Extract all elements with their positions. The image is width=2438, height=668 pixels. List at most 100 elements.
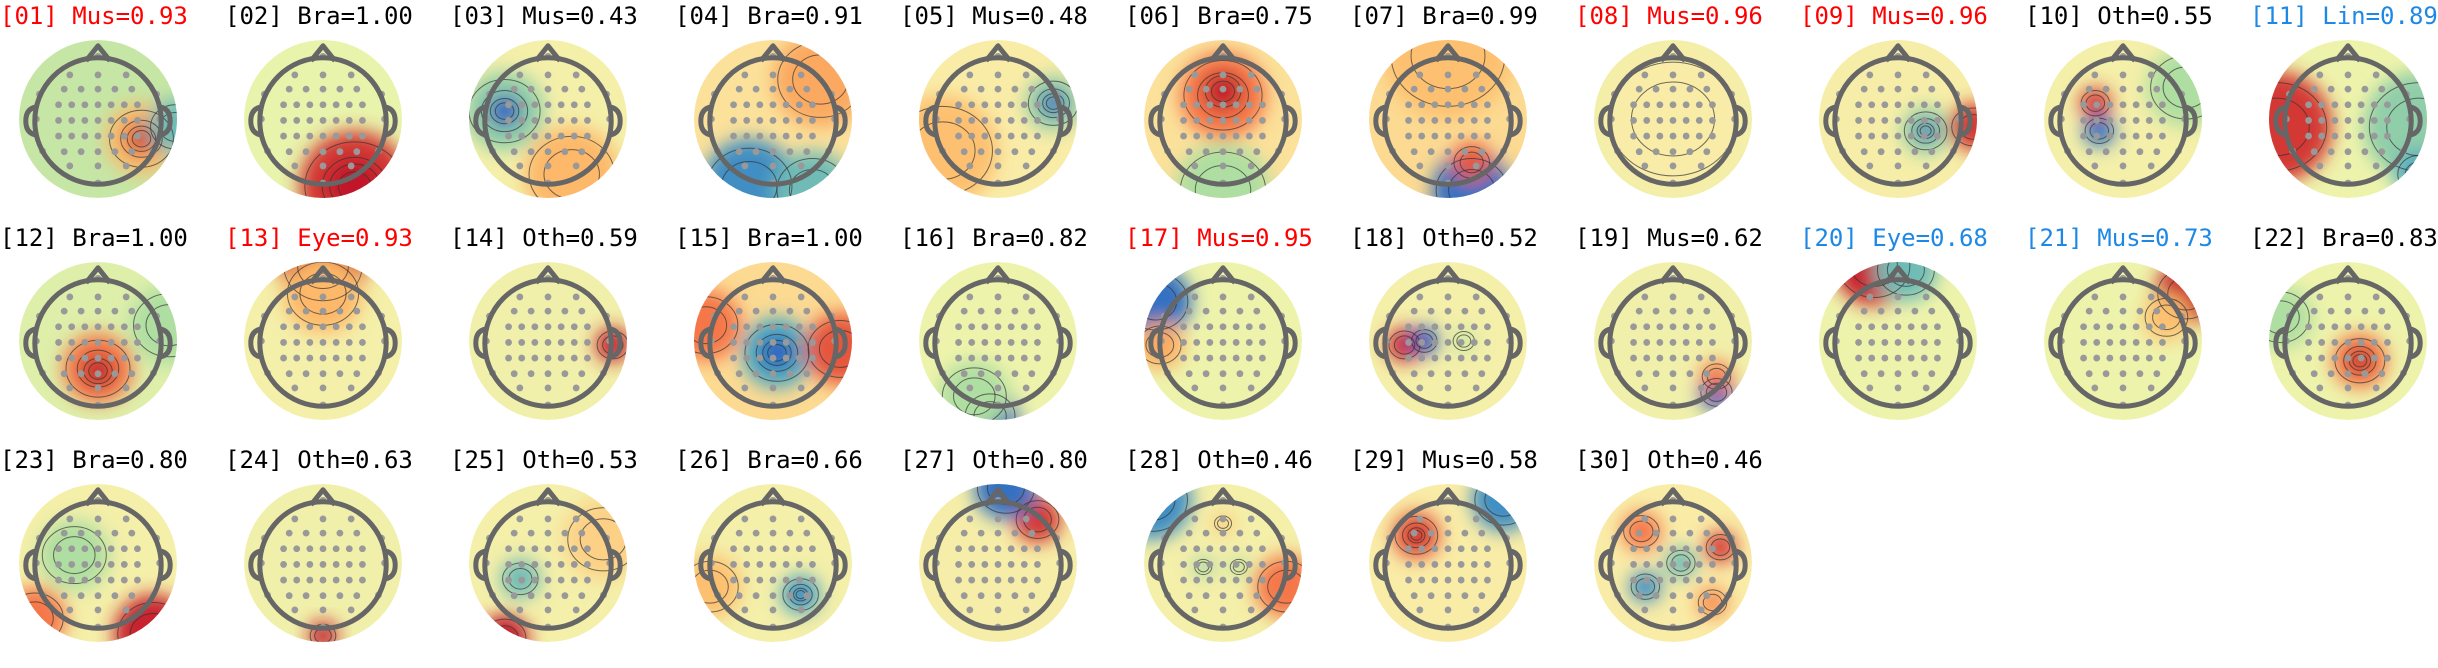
sensor-dot <box>1470 101 1478 109</box>
sensor-dot <box>2132 132 2140 140</box>
sensor-dot <box>1444 545 1452 553</box>
sensor-dot <box>786 85 794 93</box>
component-topomap: [22] Bra=0.83 <box>2250 224 2438 446</box>
sensor-dot <box>1877 307 1885 315</box>
sensor-dot <box>1709 132 1716 140</box>
topomap-blob <box>694 555 742 619</box>
sensor-dot <box>55 323 62 331</box>
sensor-dot <box>769 354 777 362</box>
sensor-dot <box>1709 576 1716 584</box>
sensor-dot <box>756 576 764 584</box>
sensor-dot <box>966 162 974 170</box>
contour-line <box>489 97 520 125</box>
sensor-dot <box>1193 323 1201 331</box>
contour-line <box>807 319 852 378</box>
sensor-dot <box>1247 384 1255 392</box>
sensor-dot <box>1034 101 1041 109</box>
sensor-dot <box>66 606 74 614</box>
sensor-dot <box>1928 148 1936 156</box>
sensor-dot <box>55 101 62 109</box>
sensor-dot <box>544 117 552 124</box>
sensor-dot <box>1643 545 1651 553</box>
sensor-dot <box>1247 515 1255 523</box>
right-ear-outline <box>1959 326 1973 360</box>
sensor-dot <box>1444 162 1452 170</box>
sensor-dot <box>743 339 751 346</box>
sensor-dot <box>1472 293 1480 301</box>
sensor-dot <box>1431 561 1439 568</box>
sensor-dot <box>2384 132 2391 140</box>
sensor-dot <box>994 162 1002 170</box>
sensor-dot <box>1416 293 1424 301</box>
sensor-dot <box>994 384 1002 392</box>
sensor-dot <box>1245 576 1253 584</box>
topomap-blob <box>1229 557 1249 577</box>
sensor-dot <box>291 293 299 301</box>
sensor-dot <box>1444 117 1452 124</box>
sensor-dot <box>968 545 976 553</box>
sensor-dot <box>332 132 340 140</box>
sensor-dot <box>1444 515 1452 523</box>
sensor-dot <box>557 561 565 568</box>
sensor-dot <box>735 592 743 600</box>
sensor-dot <box>968 561 976 568</box>
sensor-dot <box>1206 117 1214 124</box>
sensor-dot <box>1007 101 1015 109</box>
sensor-dot <box>1669 529 1677 537</box>
contour-line <box>1407 527 1426 544</box>
topomap-blob <box>1471 484 1527 532</box>
sensor-dot <box>1007 117 1015 124</box>
sensor-dot <box>994 529 1002 537</box>
sensor-dot <box>134 117 141 124</box>
nose-outline <box>984 43 1012 63</box>
head-outline <box>257 277 389 409</box>
sensor-dot <box>1034 323 1041 331</box>
sensor-dot <box>2145 117 2153 124</box>
sensor-dot <box>516 515 524 523</box>
sensor-dot <box>1669 117 1677 124</box>
sensor-dot <box>1652 307 1660 315</box>
contour-line <box>694 306 728 345</box>
sensor-dot <box>977 370 985 378</box>
sensor-dot <box>735 148 743 156</box>
sensor-dot <box>1180 354 1187 362</box>
sensor-dot <box>1478 370 1486 378</box>
sensor-dot <box>2132 354 2140 362</box>
sensor-dot <box>994 71 1002 79</box>
sensor-dot <box>1630 545 1637 553</box>
sensor-dot <box>1219 339 1227 346</box>
sensor-dot <box>1253 307 1261 315</box>
sensor-dot <box>1007 545 1015 553</box>
sensor-dot <box>1444 132 1452 140</box>
sensor-dot <box>2119 132 2127 140</box>
sensor-dot <box>2132 323 2140 331</box>
sensor-dot <box>66 71 74 79</box>
sensor-dot <box>94 370 102 378</box>
contour-line <box>941 367 1007 420</box>
sensor-dot <box>2147 384 2155 392</box>
sensor-dot <box>994 339 1002 346</box>
sensor-dot <box>1418 323 1426 331</box>
sensor-dot <box>94 132 102 140</box>
sensor-dot <box>769 370 777 378</box>
sensor-dot <box>1470 323 1478 331</box>
sensor-dot <box>285 370 293 378</box>
sensor-dot <box>306 576 314 584</box>
sensor-dot <box>1641 293 1649 301</box>
sensor-dot <box>2119 85 2127 93</box>
sensor-dot <box>1484 323 1491 331</box>
sensor-dot <box>291 384 299 392</box>
sensor-dot <box>2316 162 2324 170</box>
sensor-dot <box>994 561 1002 568</box>
sensor-dot <box>561 529 569 537</box>
sensor-dot <box>94 293 102 301</box>
sensor-dot <box>2106 323 2114 331</box>
right-ear-outline <box>1059 548 1073 582</box>
topomap-svg <box>19 484 177 642</box>
sensor-dot <box>319 561 327 568</box>
sensor-dot <box>960 307 968 315</box>
sensor-dot <box>319 576 327 584</box>
sensor-dot <box>981 576 989 584</box>
sensor-dot <box>1022 384 1030 392</box>
sensor-dot <box>578 307 586 315</box>
